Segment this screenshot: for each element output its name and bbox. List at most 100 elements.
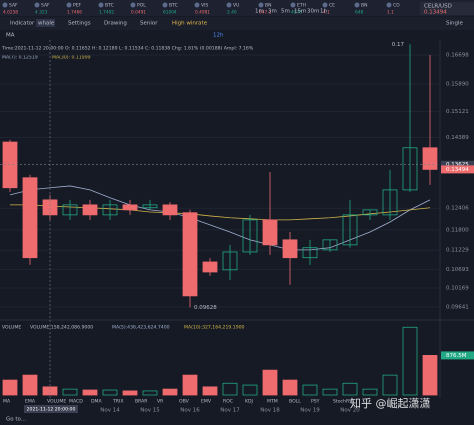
interval-button[interactable]: 1h bbox=[320, 9, 327, 15]
ticker-price[interactable]: 648 bbox=[355, 10, 363, 16]
candle-body bbox=[202, 261, 218, 273]
ticker-name[interactable]: CE bbox=[329, 3, 335, 9]
y-tick-label: 0.14389 bbox=[446, 135, 469, 141]
volume-bar bbox=[262, 369, 278, 396]
candle-body bbox=[342, 214, 358, 246]
ticker-name[interactable]: CO bbox=[393, 3, 400, 9]
ticker-icon[interactable] bbox=[34, 2, 40, 8]
ticker-price[interactable]: 1.7492 bbox=[99, 10, 114, 16]
ticker-name[interactable]: BN bbox=[361, 3, 367, 9]
ticker-price[interactable]: 4.1 bbox=[323, 10, 330, 16]
volume-bar bbox=[342, 382, 358, 396]
symbol-box[interactable] bbox=[420, 2, 474, 15]
indicator-tab[interactable]: MA bbox=[3, 399, 11, 405]
ticker-icon[interactable] bbox=[354, 2, 360, 8]
whale-badge[interactable] bbox=[36, 19, 55, 27]
interval-button[interactable]: 30m bbox=[307, 9, 319, 15]
indicator-tab[interactable]: MACD bbox=[69, 399, 83, 405]
winrate-button[interactable]: High winrate bbox=[172, 21, 208, 27]
volume-bar bbox=[422, 355, 438, 396]
indicator-tab[interactable]: EMV bbox=[201, 399, 212, 405]
ticker-price[interactable]: 647.1 bbox=[259, 10, 272, 16]
volume-bar bbox=[202, 386, 218, 396]
ticker-name[interactable]: SAF bbox=[41, 3, 50, 9]
interval-button[interactable]: 3m bbox=[268, 9, 277, 15]
candle-body bbox=[382, 189, 398, 216]
volume-bar bbox=[382, 374, 398, 396]
ticker-price[interactable]: 1.1 bbox=[387, 10, 394, 16]
indicator-tab[interactable]: VOLUME bbox=[47, 399, 66, 405]
ticker-price[interactable]: 4570 bbox=[291, 10, 302, 16]
candle-body bbox=[42, 199, 58, 216]
indicator-tab[interactable]: MTM bbox=[267, 399, 278, 405]
indicator-tab[interactable]: VR bbox=[157, 399, 164, 405]
ticker-name[interactable]: BTC bbox=[169, 3, 178, 9]
y-tick-label: 0.10693 bbox=[446, 267, 469, 273]
ticker-price[interactable]: 0.0491 bbox=[131, 10, 146, 16]
indicator-label: MA bbox=[6, 33, 15, 39]
volume-bar bbox=[222, 382, 238, 396]
volume-bar bbox=[82, 389, 98, 396]
ticker-price[interactable]: 61004 bbox=[163, 10, 177, 16]
ticker-icon[interactable] bbox=[226, 2, 232, 8]
interval-select[interactable]: 12h bbox=[213, 33, 224, 39]
volume-bar bbox=[22, 374, 38, 396]
senior-button[interactable]: Senior bbox=[140, 21, 158, 27]
ticker-icon[interactable] bbox=[130, 2, 136, 8]
indicator-tab[interactable]: KDJ bbox=[245, 399, 253, 405]
ticker-icon[interactable] bbox=[258, 2, 264, 8]
ticker-icon[interactable] bbox=[386, 2, 392, 8]
y-tick-label: 0.10169 bbox=[446, 286, 469, 292]
ticker-name[interactable]: VIS bbox=[201, 3, 208, 9]
y-tick-label: 0.15121 bbox=[446, 109, 469, 115]
interval-button[interactable]: 15m bbox=[294, 9, 306, 15]
ticker-price[interactable]: 2.40 bbox=[227, 10, 237, 16]
candle-body bbox=[242, 219, 258, 253]
indicator-tab[interactable]: BRAR bbox=[135, 399, 148, 405]
ohlc-info: Time:2021-11-12 20:00:00 O: 0.11652 H: 0… bbox=[1, 46, 254, 52]
indicator-button[interactable]: Indicator bbox=[10, 21, 35, 27]
ticker-price[interactable]: 1.7466 bbox=[67, 10, 82, 16]
crosshair-time: 2021-11-12 20:00:00 bbox=[27, 407, 76, 413]
settings-button[interactable]: Settings bbox=[68, 21, 91, 27]
indicator-tab[interactable]: ROC bbox=[223, 399, 233, 405]
indicator-tab[interactable]: PSY bbox=[311, 399, 320, 405]
ticker-icon[interactable] bbox=[98, 2, 104, 8]
indicator-tab[interactable]: EMA bbox=[25, 399, 36, 405]
indicator-tab[interactable]: StochRSI bbox=[333, 399, 353, 405]
ticker-name[interactable]: BTC bbox=[105, 3, 114, 9]
symbol: CELR/USD bbox=[424, 4, 452, 10]
ticker-icon[interactable] bbox=[162, 2, 168, 8]
ticker-name[interactable]: BN bbox=[265, 3, 271, 9]
toolbar bbox=[0, 17, 474, 30]
ticker-icon[interactable] bbox=[194, 2, 200, 8]
ticker-name[interactable]: POL bbox=[137, 3, 146, 9]
indicator-tab[interactable]: TRIX bbox=[112, 399, 124, 405]
ticker-icon[interactable] bbox=[290, 2, 296, 8]
candle-body bbox=[82, 204, 98, 216]
ticker-price[interactable]: 0.4981 bbox=[195, 10, 210, 16]
indicator-tab[interactable]: DMA bbox=[91, 399, 103, 405]
indicator-tab[interactable]: OBV bbox=[179, 399, 190, 405]
ticker-price[interactable]: 4.323 bbox=[35, 10, 48, 16]
interval-button[interactable]: 1m bbox=[255, 9, 264, 15]
ticker-icon[interactable] bbox=[2, 2, 8, 8]
ma-line bbox=[9, 185, 431, 251]
ticker-icon[interactable] bbox=[66, 2, 72, 8]
interval-button[interactable]: 5m bbox=[281, 9, 290, 15]
crosshair-time-tag bbox=[24, 405, 78, 413]
x-tick-label: Nov 15 bbox=[140, 408, 160, 414]
drawing-button[interactable]: Drawing bbox=[104, 21, 127, 27]
whale[interactable]: whale bbox=[38, 21, 55, 27]
layout-button[interactable]: Single bbox=[446, 21, 464, 27]
goto[interactable]: Go to... bbox=[6, 417, 26, 423]
candle-body bbox=[162, 204, 178, 216]
ticker-name[interactable]: VU bbox=[233, 3, 239, 9]
ticker-name[interactable]: SAF bbox=[9, 3, 18, 9]
indicator-tab[interactable]: BOLL bbox=[289, 399, 301, 405]
ticker-price[interactable]: 4.0258 bbox=[3, 10, 18, 16]
ticker-icon[interactable] bbox=[322, 2, 328, 8]
ticker-name[interactable]: PEF bbox=[73, 3, 82, 9]
ticker-name[interactable]: ETH bbox=[297, 3, 306, 9]
